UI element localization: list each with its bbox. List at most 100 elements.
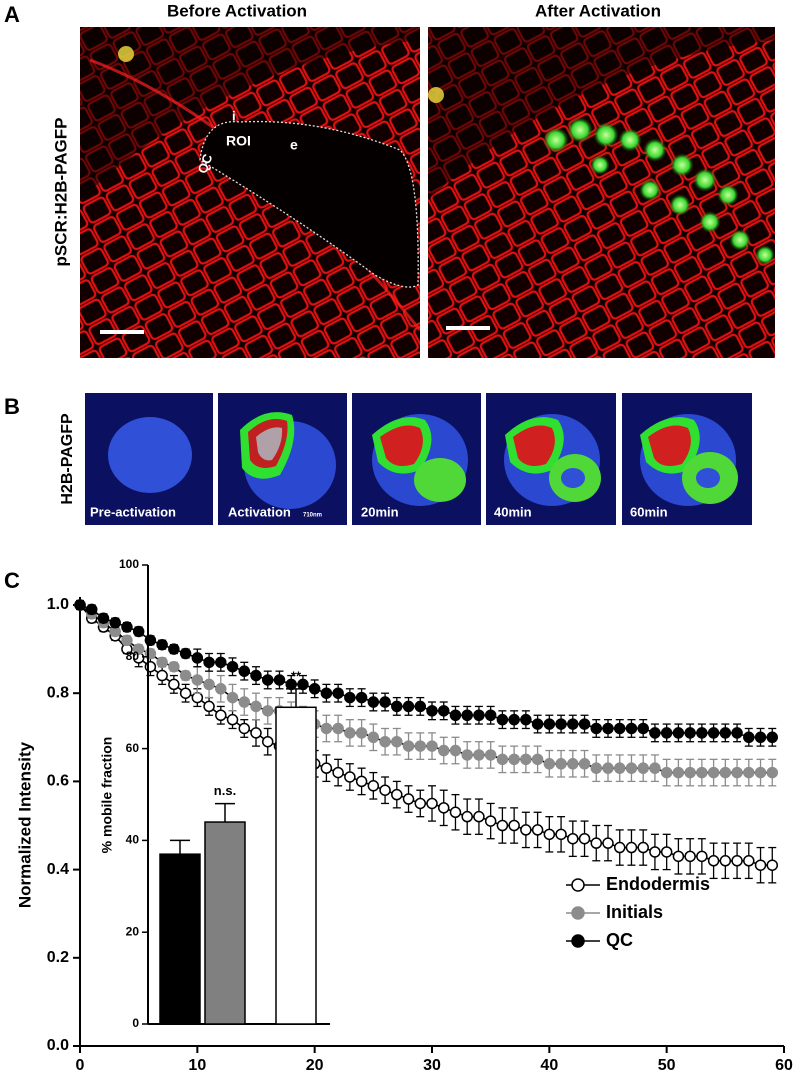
data-point — [391, 735, 403, 748]
data-point — [179, 647, 192, 660]
data-point — [414, 740, 427, 752]
data-point — [191, 674, 204, 686]
data-point — [144, 634, 157, 647]
data-point — [191, 652, 204, 664]
data-point — [203, 678, 215, 691]
panel-label: A — [4, 2, 20, 27]
data-point — [520, 753, 532, 766]
data-point — [97, 612, 110, 624]
data-point — [496, 753, 509, 766]
data-point — [449, 744, 462, 757]
legend-label: QC — [606, 930, 633, 950]
data-point — [144, 660, 157, 673]
data-point — [567, 718, 579, 730]
inset-y-tick-label: 40 — [126, 833, 140, 847]
data-point — [238, 696, 251, 708]
data-point — [613, 762, 626, 774]
data-point — [707, 727, 720, 739]
data-point — [168, 643, 180, 655]
data-point — [226, 691, 239, 704]
data-point — [461, 810, 473, 823]
data-point — [696, 727, 708, 739]
data-point — [602, 722, 614, 735]
inset-y-axis-label: % mobile fraction — [99, 737, 115, 854]
data-point — [766, 731, 779, 744]
micrograph-after — [428, 27, 775, 358]
data-point — [250, 700, 262, 713]
data-point — [308, 683, 321, 695]
data-point — [437, 744, 450, 757]
data-point — [473, 709, 485, 721]
nucleus-frames — [85, 393, 752, 525]
panel-ylabel: pSCR:H2B-PAGFP — [51, 118, 70, 267]
data-point — [226, 713, 239, 726]
data-point — [508, 713, 520, 726]
data-point — [578, 758, 591, 770]
data-point — [602, 837, 614, 849]
data-point — [520, 824, 532, 836]
panel-label: B — [4, 394, 20, 419]
data-point — [731, 727, 743, 739]
data-point — [719, 727, 732, 739]
data-point — [273, 674, 286, 686]
frame-label: Activation — [228, 504, 291, 519]
data-point — [473, 810, 485, 823]
data-point — [672, 727, 685, 739]
data-point — [344, 691, 356, 704]
data-point — [426, 740, 438, 752]
wavelength-label: 710nm — [303, 513, 322, 519]
data-point — [684, 850, 696, 863]
data-point — [355, 775, 368, 788]
data-point — [613, 722, 626, 735]
data-point — [367, 696, 380, 708]
data-point — [461, 749, 473, 761]
y-tick-label: 0.6 — [47, 773, 69, 790]
data-point — [426, 797, 438, 810]
data-point — [332, 766, 344, 779]
data-point — [637, 841, 649, 854]
data-point — [543, 828, 556, 841]
legend-marker — [571, 878, 585, 892]
data-point — [543, 718, 556, 730]
data-point — [637, 722, 649, 735]
inset-y-tick-label: 0 — [132, 1016, 139, 1030]
data-point — [754, 766, 767, 779]
data-point — [215, 656, 227, 669]
data-point — [355, 691, 368, 704]
data-point — [672, 766, 685, 779]
data-point — [156, 656, 168, 669]
data-point — [555, 718, 567, 730]
data-point — [320, 762, 333, 774]
data-point — [250, 727, 262, 739]
legend-marker — [571, 906, 585, 920]
data-point — [414, 700, 427, 713]
data-point — [649, 762, 661, 774]
data-point — [754, 859, 767, 871]
data-point — [379, 735, 391, 748]
data-point — [367, 780, 380, 792]
x-tick-label: 50 — [658, 1057, 676, 1074]
data-point — [320, 687, 333, 699]
data-point — [391, 700, 403, 713]
legend-label: Initials — [606, 902, 663, 922]
data-point — [461, 709, 473, 721]
data-point — [191, 691, 204, 704]
data-point — [684, 766, 696, 779]
data-point — [520, 713, 532, 726]
data-point — [649, 846, 661, 858]
y-tick-label: 0.8 — [47, 684, 69, 701]
data-point — [731, 766, 743, 779]
data-point — [344, 771, 356, 783]
data-point — [578, 832, 591, 845]
frame-label: 20min — [361, 504, 399, 519]
data-point — [332, 722, 344, 735]
data-point — [496, 819, 509, 832]
data-point — [555, 828, 567, 841]
data-point — [731, 855, 743, 867]
data-point — [590, 722, 603, 735]
panel-title: Before Activation — [167, 1, 307, 20]
data-point — [168, 660, 180, 673]
inset-y-tick-label: 80 — [126, 649, 140, 663]
annotation: QC — [195, 151, 216, 175]
data-point — [437, 802, 450, 814]
